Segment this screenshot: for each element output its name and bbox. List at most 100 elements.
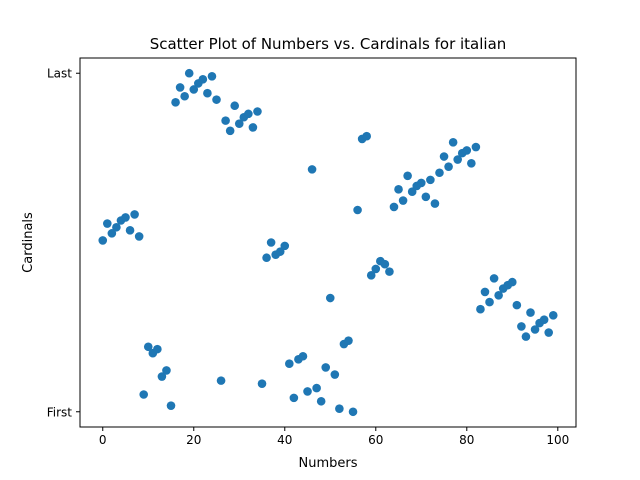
data-point-80 (462, 146, 472, 155)
data-point-16 (171, 98, 180, 107)
data-point-46 (307, 165, 317, 174)
data-point-99 (548, 310, 558, 320)
y-tick-label-0: First (47, 405, 73, 419)
data-point-86 (489, 274, 499, 283)
data-point-36 (262, 253, 271, 263)
data-point-49 (321, 363, 331, 372)
x-tick-label-3: 60 (368, 433, 383, 447)
data-point-20 (189, 85, 199, 94)
x-tick-label-5: 100 (546, 433, 569, 447)
data-point-6 (125, 226, 135, 235)
y-axis-label: Cardinals (21, 212, 36, 273)
data-point-34 (253, 107, 262, 116)
data-point-81 (467, 158, 476, 168)
data-point-50 (325, 293, 335, 303)
data-point-71 (421, 192, 431, 202)
data-point-29 (230, 101, 240, 111)
data-point-63 (385, 267, 394, 276)
data-point-54 (344, 336, 353, 345)
data-point-65 (394, 185, 403, 194)
data-point-10 (143, 342, 153, 352)
data-point-94 (526, 308, 535, 317)
data-point-32 (244, 109, 253, 119)
x-axis-label: Numbers (299, 456, 358, 471)
data-point-3 (112, 222, 121, 232)
data-point-24 (207, 71, 217, 81)
data-point-22 (198, 75, 208, 84)
x-tick-label-0: 0 (99, 433, 107, 447)
data-point-45 (303, 387, 312, 396)
data-point-51 (330, 370, 340, 379)
data-point-72 (426, 175, 435, 185)
data-point-82 (471, 142, 481, 152)
data-point-59 (366, 271, 376, 280)
data-point-97 (539, 315, 549, 324)
data-point-66 (398, 196, 408, 205)
data-point-75 (439, 152, 449, 161)
data-point-95 (530, 325, 540, 334)
data-point-26 (216, 376, 226, 385)
data-point-1 (103, 219, 112, 228)
data-point-87 (494, 291, 503, 300)
data-point-83 (476, 304, 485, 314)
data-point-91 (512, 300, 522, 310)
data-point-98 (544, 328, 553, 337)
data-point-15 (166, 401, 176, 410)
data-point-64 (389, 202, 399, 212)
data-point-68 (407, 187, 417, 197)
data-point-28 (225, 126, 235, 136)
data-point-84 (480, 287, 490, 297)
data-point-37 (266, 238, 276, 247)
data-point-52 (335, 404, 344, 414)
data-point-33 (248, 123, 258, 132)
data-point-13 (157, 372, 167, 381)
data-point-23 (203, 88, 212, 98)
data-point-19 (184, 68, 194, 78)
data-point-8 (134, 232, 144, 241)
data-point-2 (107, 229, 117, 238)
data-point-67 (403, 171, 412, 181)
data-point-18 (180, 91, 189, 101)
data-point-39 (275, 247, 285, 256)
data-point-7 (130, 210, 139, 219)
points-layer (98, 68, 558, 417)
data-point-30 (234, 119, 244, 128)
data-point-77 (448, 137, 458, 147)
data-point-47 (312, 383, 321, 393)
data-point-55 (348, 407, 358, 417)
data-point-17 (175, 83, 185, 92)
data-point-12 (153, 344, 162, 354)
data-point-14 (162, 366, 171, 375)
data-point-48 (316, 396, 326, 406)
data-point-27 (221, 116, 230, 125)
y-tick-label-1: Last (47, 67, 72, 81)
data-point-78 (453, 155, 462, 164)
data-point-44 (298, 351, 308, 361)
data-point-60 (371, 264, 381, 274)
data-point-70 (416, 178, 426, 188)
data-point-35 (257, 379, 267, 388)
x-tick-label-4: 80 (459, 433, 474, 447)
data-point-0 (98, 236, 108, 245)
data-point-85 (485, 297, 494, 307)
data-point-90 (507, 277, 517, 287)
data-point-92 (517, 322, 526, 331)
x-axis: 0 20 40 60 80 100 (99, 427, 569, 447)
data-point-41 (285, 359, 294, 368)
data-point-40 (280, 241, 290, 251)
chart-title: Scatter Plot of Numbers vs. Cardinals fo… (150, 35, 507, 53)
data-point-56 (353, 205, 362, 215)
data-point-5 (121, 213, 130, 222)
data-point-74 (435, 168, 444, 178)
data-point-9 (139, 390, 149, 399)
data-point-42 (289, 393, 299, 403)
data-point-62 (380, 259, 390, 269)
data-point-58 (362, 131, 371, 141)
data-point-25 (212, 95, 221, 104)
x-tick-label-2: 40 (277, 433, 292, 447)
data-point-93 (521, 332, 531, 341)
x-tick-label-1: 20 (186, 433, 201, 447)
y-axis: First Last (47, 67, 80, 419)
